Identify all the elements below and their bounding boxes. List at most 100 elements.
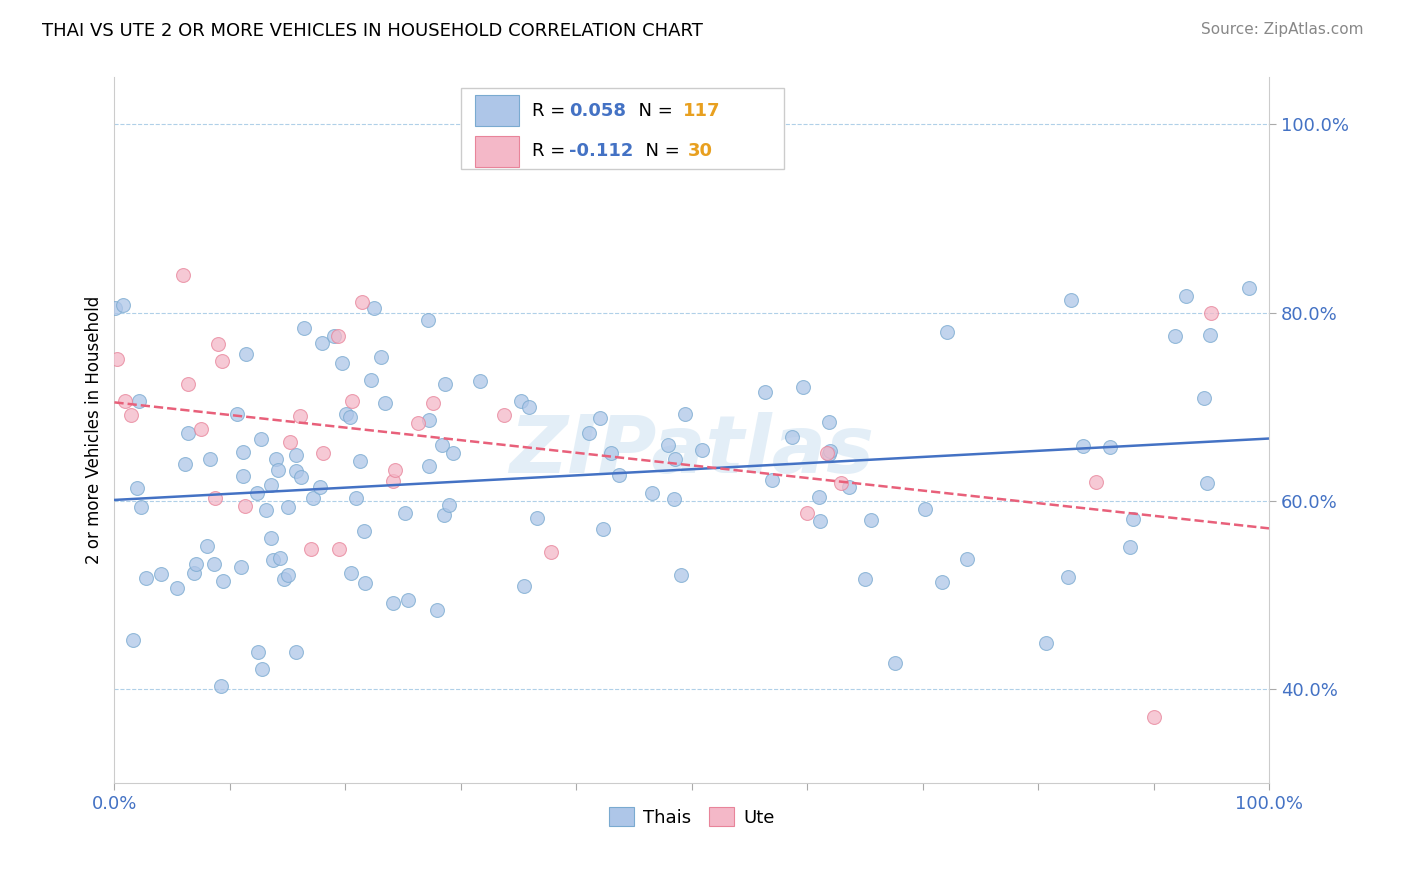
Point (418, 458, 440, 473)
Point (510, 394, 533, 409)
Point (1122, 511, 1144, 525)
Point (468, 374, 491, 388)
Point (422, 396, 444, 410)
Text: 0.058: 0.058 (569, 102, 626, 120)
Point (120, 408, 142, 422)
Point (290, 470, 312, 484)
Point (232, 469, 254, 483)
Point (657, 438, 679, 452)
Point (353, 524, 375, 538)
Point (1084, 475, 1107, 489)
Point (342, 393, 364, 408)
Point (269, 551, 291, 566)
Point (128, 393, 150, 408)
Point (931, 574, 953, 589)
Point (246, 485, 269, 500)
Point (914, 502, 936, 516)
Point (1057, 569, 1080, 583)
Point (328, 328, 350, 343)
Point (254, 503, 277, 517)
Point (212, 574, 235, 589)
Point (578, 425, 600, 440)
Point (432, 508, 454, 522)
Point (418, 313, 440, 327)
Point (266, 452, 288, 467)
Point (370, 350, 392, 364)
Point (382, 474, 405, 488)
Point (830, 476, 852, 491)
Point (664, 451, 686, 466)
Point (817, 447, 839, 461)
Point (166, 581, 188, 595)
Point (1142, 710, 1164, 724)
Point (190, 422, 212, 436)
Point (669, 568, 692, 582)
Point (808, 515, 831, 529)
Point (172, 268, 194, 282)
Point (662, 492, 685, 507)
Point (1060, 293, 1083, 307)
Point (232, 445, 254, 459)
Text: N =: N = (627, 102, 679, 120)
Point (301, 491, 323, 505)
Point (526, 510, 548, 524)
Point (437, 498, 460, 512)
Point (540, 545, 562, 559)
Text: 30: 30 (689, 143, 713, 161)
Point (177, 426, 200, 441)
Point (249, 432, 271, 446)
Point (441, 446, 464, 460)
Text: ZIPatlas: ZIPatlas (509, 412, 875, 491)
Point (517, 400, 540, 414)
Point (363, 301, 385, 315)
Point (197, 539, 219, 553)
Point (340, 566, 363, 580)
Point (184, 558, 207, 572)
Legend: Thais, Ute: Thais, Ute (602, 800, 782, 834)
Point (859, 513, 882, 527)
Point (267, 463, 290, 477)
Point (308, 480, 330, 494)
Point (260, 478, 283, 492)
Point (430, 438, 453, 452)
Point (599, 445, 621, 459)
Point (183, 566, 205, 580)
FancyBboxPatch shape (461, 88, 785, 169)
Point (406, 417, 429, 431)
Point (114, 394, 136, 409)
Point (1035, 636, 1057, 650)
Point (335, 407, 357, 421)
Text: R =: R = (533, 102, 571, 120)
Point (838, 480, 860, 494)
Point (588, 411, 610, 425)
Point (105, 351, 128, 366)
Point (135, 571, 157, 585)
Point (360, 374, 382, 388)
Point (299, 541, 322, 556)
Text: 117: 117 (682, 102, 720, 120)
Point (754, 384, 776, 399)
Point (1201, 305, 1223, 319)
Point (883, 656, 905, 670)
Point (807, 490, 830, 504)
Point (323, 329, 346, 343)
Point (277, 500, 299, 514)
Point (780, 430, 803, 444)
Point (292, 321, 315, 335)
Point (328, 541, 350, 556)
Point (284, 464, 307, 478)
Point (225, 407, 247, 421)
Point (260, 531, 283, 545)
Point (1197, 476, 1219, 491)
Point (204, 491, 226, 505)
Point (815, 446, 838, 460)
Point (609, 467, 631, 482)
Point (277, 568, 299, 582)
Point (820, 443, 842, 458)
Point (592, 522, 614, 536)
Point (374, 396, 396, 410)
Point (381, 596, 404, 610)
Point (288, 409, 311, 423)
Text: -0.112: -0.112 (569, 143, 634, 161)
Point (104, 301, 127, 315)
